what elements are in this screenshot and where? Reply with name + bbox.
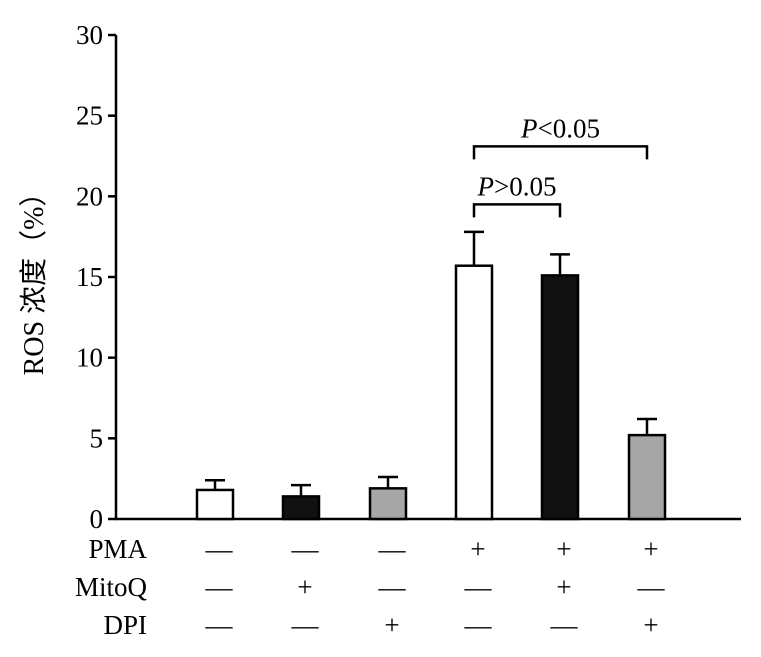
treatment-sign: + <box>643 610 658 640</box>
bar <box>281 495 321 521</box>
bar <box>627 433 667 521</box>
y-axis-label: ROS 浓度（%） <box>18 179 50 376</box>
treatment-label: DPI <box>103 610 147 640</box>
comparison-bracket <box>472 145 649 160</box>
treatment-sign: — <box>637 572 666 602</box>
y-tick-label: 30 <box>76 20 103 50</box>
bar <box>368 487 408 521</box>
treatment-label: MitoQ <box>75 572 148 602</box>
treatment-sign: — <box>205 610 234 640</box>
significance-brackets: P>0.05 P<0.05 <box>472 113 649 218</box>
treatment-sign: + <box>556 572 571 602</box>
treatment-sign: — <box>378 534 407 564</box>
treatment-sign: + <box>470 534 485 564</box>
y-tick-label: 0 <box>90 504 104 534</box>
y-tick-label: 25 <box>76 101 103 131</box>
bar <box>195 488 235 521</box>
treatment-sign: — <box>464 610 493 640</box>
p-value-label: P>0.05 <box>477 171 557 201</box>
treatment-label: PMA <box>88 534 147 564</box>
bar <box>540 274 580 521</box>
treatment-sign: — <box>378 572 407 602</box>
treatment-sign: + <box>643 534 658 564</box>
y-tick-label: 15 <box>76 262 103 292</box>
treatment-sign: — <box>291 534 320 564</box>
treatment-sign: — <box>291 610 320 640</box>
p-value-label: P<0.05 <box>520 113 600 143</box>
treatment-sign: + <box>556 534 571 564</box>
y-tick-label: 20 <box>76 181 103 211</box>
y-tick-label: 5 <box>90 423 104 453</box>
y-tick-label: 10 <box>76 343 103 373</box>
treatment-sign: — <box>205 534 234 564</box>
treatment-sign: + <box>384 610 399 640</box>
bar <box>454 264 494 521</box>
bars <box>195 230 667 521</box>
treatment-sign: — <box>550 610 579 640</box>
treatment-sign: + <box>297 572 312 602</box>
treatment-table: PMA — — — + + + MitoQ — + — — + — DPI — — + — — + <box>75 534 666 640</box>
treatment-sign: — <box>205 572 234 602</box>
comparison-bracket <box>472 203 562 218</box>
treatment-sign: — <box>464 572 493 602</box>
